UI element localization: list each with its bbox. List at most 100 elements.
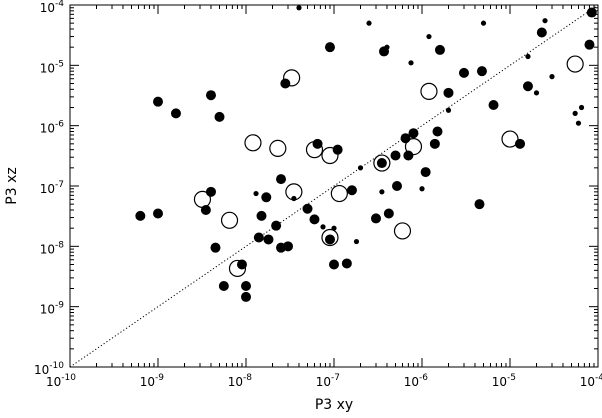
open-circle-point bbox=[228, 259, 247, 278]
filled-circle-point bbox=[205, 90, 216, 101]
open-circle-point bbox=[420, 82, 438, 100]
filled-circle-point bbox=[420, 167, 431, 178]
filled-circle-point bbox=[320, 224, 326, 230]
filled-circle-point bbox=[271, 220, 282, 231]
x-axis-label: P3 xy bbox=[315, 397, 353, 413]
filled-circle-point bbox=[253, 232, 264, 243]
y-tick-label: 10-6 bbox=[40, 120, 65, 136]
filled-circle-point bbox=[324, 234, 335, 245]
y-tick-label: 10-5 bbox=[40, 59, 64, 75]
filled-circle-point bbox=[525, 53, 531, 60]
open-circle-point bbox=[283, 69, 301, 87]
filled-circle-point bbox=[329, 259, 339, 270]
filled-circle-point bbox=[522, 81, 533, 92]
open-circle-point bbox=[321, 228, 339, 247]
open-circle-point bbox=[269, 139, 287, 157]
filled-circle-point bbox=[357, 165, 364, 171]
filled-circle-point bbox=[383, 208, 394, 219]
x-tick-label: 10-5 bbox=[492, 373, 516, 389]
filled-circle-point bbox=[533, 90, 540, 96]
filled-circle-point bbox=[341, 258, 352, 269]
filled-circle-point bbox=[324, 42, 335, 53]
filled-circle-point bbox=[312, 138, 323, 149]
filled-circle-point bbox=[584, 39, 595, 50]
open-circle-point bbox=[193, 190, 212, 208]
filled-circle-point bbox=[153, 208, 163, 219]
filled-circle-point bbox=[241, 281, 251, 292]
filled-circle-point bbox=[309, 214, 320, 225]
filled-circle-point bbox=[549, 74, 555, 80]
filled-circle-point bbox=[443, 87, 454, 98]
x-tick-label: 10-6 bbox=[404, 373, 429, 389]
open-circle-point bbox=[566, 55, 584, 73]
filled-circle-point bbox=[432, 126, 443, 137]
filled-circle-point bbox=[480, 20, 487, 26]
filled-circle-point bbox=[218, 281, 229, 292]
filled-circle-point bbox=[586, 7, 597, 18]
filled-circle-point bbox=[536, 27, 547, 38]
open-circle-point bbox=[393, 222, 412, 240]
x-tick-label: 10-9 bbox=[140, 373, 165, 389]
filled-circle-point bbox=[302, 203, 313, 214]
filled-circle-point bbox=[384, 44, 390, 50]
filled-circle-point bbox=[253, 190, 259, 197]
filled-circle-point bbox=[434, 44, 445, 55]
filled-circle-point bbox=[366, 20, 372, 26]
tick-labels: 10-10 10-9 10-8 10-7 10-6 10-5 10-410-1010-910… bbox=[34, 0, 602, 389]
y-tick-label: 10-7 bbox=[40, 180, 64, 196]
filled-circle-point bbox=[390, 150, 401, 161]
filled-circle-point bbox=[346, 185, 357, 196]
filled-circle-point bbox=[379, 189, 385, 195]
open-circle-point bbox=[404, 137, 423, 156]
filled-circle-point bbox=[276, 174, 287, 185]
open-circle-point bbox=[305, 141, 324, 159]
filled-circle-point bbox=[296, 5, 302, 11]
filled-circle-point bbox=[572, 110, 578, 116]
filled-circle-point bbox=[408, 128, 419, 139]
filled-circle-point bbox=[578, 104, 585, 111]
filled-circle-point bbox=[210, 242, 221, 253]
x-tick-label: 10-4 bbox=[580, 373, 602, 389]
x-tick-label: 10-7 bbox=[316, 373, 340, 389]
filled-circle-point bbox=[575, 120, 582, 126]
filled-circle-point bbox=[403, 150, 414, 161]
open-circle-point bbox=[244, 134, 262, 152]
filled-circle-point bbox=[542, 18, 548, 24]
x-tick-label: 10-10 bbox=[46, 373, 76, 389]
filled-circle-point bbox=[370, 213, 381, 224]
filled-circle-point bbox=[153, 96, 163, 107]
filled-circle-point bbox=[263, 234, 274, 245]
x-tick-label: 10-8 bbox=[228, 373, 253, 389]
filled-circle-point bbox=[476, 66, 487, 77]
open-circle-point bbox=[330, 184, 348, 203]
filled-circle-point bbox=[426, 33, 432, 40]
open-circle-point bbox=[321, 146, 339, 165]
filled-circle-point bbox=[214, 111, 225, 122]
filled-circle-point bbox=[419, 186, 425, 192]
y-tick-label: 10-9 bbox=[40, 301, 65, 317]
filled-circle-point bbox=[488, 100, 499, 111]
open-circle-point bbox=[501, 130, 519, 148]
filled-circle-point bbox=[353, 238, 360, 245]
filled-circle-point bbox=[445, 107, 452, 113]
filled-circle-point bbox=[241, 291, 251, 302]
filled-circle-point bbox=[392, 181, 403, 191]
filled-circle-point bbox=[282, 241, 293, 252]
filled-circle-point bbox=[170, 108, 181, 119]
filled-circle-point bbox=[135, 210, 146, 221]
filled-circle-point bbox=[261, 192, 272, 203]
data-points bbox=[135, 5, 597, 302]
axis-ticks bbox=[69, 4, 599, 368]
y-tick-label: 10-4 bbox=[40, 0, 65, 15]
open-circle-point bbox=[373, 154, 391, 172]
open-circle-point bbox=[220, 211, 239, 229]
filled-circle-point bbox=[256, 210, 267, 221]
filled-circle-point bbox=[236, 259, 247, 270]
open-circle-point bbox=[285, 183, 303, 201]
filled-circle-point bbox=[408, 60, 414, 66]
filled-circle-point bbox=[376, 158, 387, 169]
y-axis-label: P3 xz bbox=[4, 167, 20, 204]
filled-circle-point bbox=[205, 186, 216, 197]
